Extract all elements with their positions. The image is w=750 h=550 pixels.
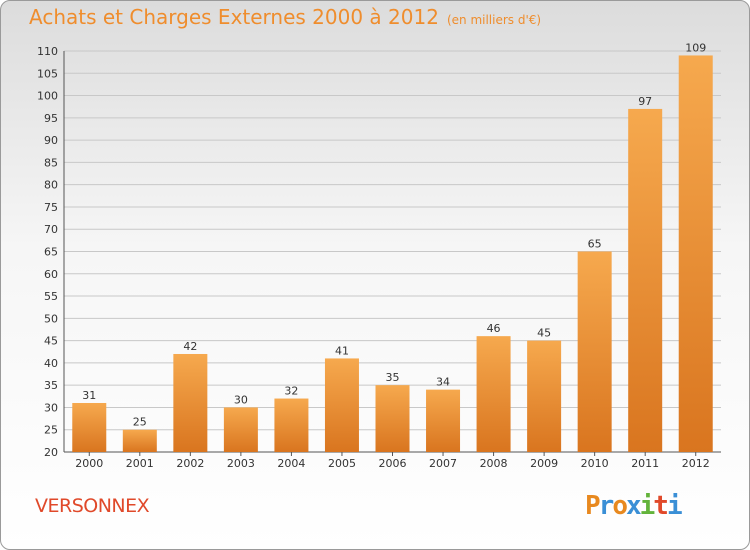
bar-2004: [274, 398, 309, 452]
logo-letter: r: [598, 491, 615, 521]
data-label: 46: [487, 322, 501, 335]
x-tick-label: 2005: [328, 457, 356, 470]
x-tick-label: 2003: [227, 457, 255, 470]
data-label: 109: [685, 41, 706, 54]
y-tick-label: 85: [44, 156, 58, 169]
x-tick-label: 2000: [75, 457, 103, 470]
bar-2002: [173, 353, 208, 452]
bar-2001: [122, 429, 157, 452]
logo-letter: x: [625, 491, 642, 521]
y-tick-label: 95: [44, 112, 58, 125]
x-tick-label: 2008: [480, 457, 508, 470]
y-tick-label: 75: [44, 201, 58, 214]
bar-2005: [324, 358, 359, 452]
bar-2003: [223, 407, 258, 452]
logo-letter: o: [612, 491, 628, 521]
bar-2006: [375, 385, 410, 452]
y-tick-label: 60: [44, 268, 58, 281]
y-tick-label: 100: [37, 90, 58, 103]
data-label: 34: [436, 376, 450, 389]
y-tick-label: 110: [37, 45, 58, 58]
bar-2011: [628, 108, 663, 452]
chart-title-text: Achats et Charges Externes 2000 à 2012: [29, 5, 439, 29]
chart-title: Achats et Charges Externes 2000 à 2012 (e…: [29, 5, 541, 29]
y-tick-label: 80: [44, 179, 58, 192]
x-tick-label: 2009: [530, 457, 558, 470]
y-tick-label: 30: [44, 401, 58, 414]
chart-subtitle: (en milliers d'€): [446, 13, 542, 27]
proxiti-logo: Proxiti: [585, 491, 683, 521]
y-tick-label: 50: [44, 312, 58, 325]
data-label: 31: [82, 389, 96, 402]
y-tick-label: 35: [44, 379, 58, 392]
y-tick-label: 90: [44, 134, 58, 147]
data-label: 30: [234, 393, 248, 406]
data-label: 97: [638, 95, 652, 108]
x-tick-label: 2010: [581, 457, 609, 470]
data-label: 41: [335, 344, 349, 357]
bar-2008: [476, 336, 511, 452]
data-label: 35: [386, 371, 400, 384]
logo-letter: t: [653, 491, 669, 521]
y-tick-label: 105: [37, 67, 58, 80]
bar-2000: [72, 402, 107, 452]
x-tick-label: 2004: [277, 457, 305, 470]
y-tick-label: 70: [44, 223, 58, 236]
city-label: VERSONNEX: [35, 495, 150, 517]
x-tick-label: 2012: [682, 457, 710, 470]
data-label: 45: [537, 327, 551, 340]
x-tick-label: 2007: [429, 457, 457, 470]
data-label: 25: [133, 416, 147, 429]
y-tick-label: 25: [44, 424, 58, 437]
data-label: 65: [588, 238, 602, 251]
logo-letter: P: [585, 491, 601, 521]
data-label: 42: [183, 340, 197, 353]
logo-letter: i: [666, 491, 683, 521]
y-tick-label: 45: [44, 335, 58, 348]
bar-2010: [577, 251, 612, 452]
y-tick-label: 20: [44, 446, 58, 459]
y-tick-label: 55: [44, 290, 58, 303]
bar-2012: [678, 55, 713, 452]
x-tick-label: 2006: [379, 457, 407, 470]
y-tick-label: 40: [44, 357, 58, 370]
data-label: 32: [284, 385, 298, 398]
x-tick-label: 2001: [126, 457, 154, 470]
x-tick-label: 2011: [631, 457, 659, 470]
bar-2009: [527, 340, 562, 452]
logo-letter: i: [639, 491, 656, 521]
x-tick-label: 2002: [176, 457, 204, 470]
y-tick-label: 65: [44, 246, 58, 259]
bar-2007: [426, 389, 461, 452]
